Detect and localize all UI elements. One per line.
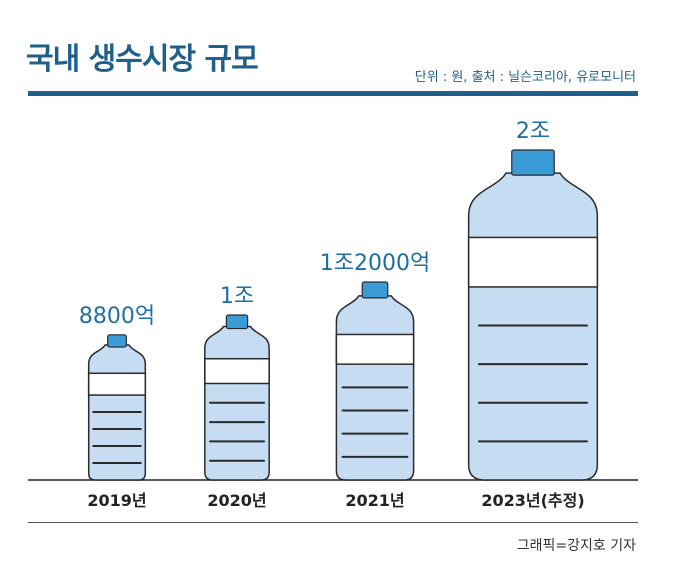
source-note: 단위 : 원, 출처 : 닐슨코리아, 유로모니터 [414, 70, 636, 85]
bottle-1: 1조 2020년 [204, 284, 270, 510]
bottle-0: 8800억 2019년 [79, 304, 155, 510]
category-label: 2023년(추정) [481, 491, 584, 510]
chart-title: 국내 생수시장 규모 [26, 42, 259, 77]
bottle-cap [107, 334, 127, 348]
bottle-cap [361, 281, 389, 299]
bottle-cap [511, 149, 555, 176]
value-label: 1조2000억 [320, 251, 430, 276]
category-label: 2020년 [207, 491, 266, 510]
bottle-2: 1조2000억 2021년 [320, 251, 430, 510]
graphic-credit: 그래픽=강지호 기자 [516, 538, 636, 554]
category-label: 2021년 [345, 491, 404, 510]
bottle-label-band [467, 236, 599, 288]
value-label: 8800억 [79, 304, 155, 329]
bottle-label-band [87, 372, 147, 396]
bottles-group: 8800억 2019년 1조 2020년 1조2000억 2021년 2조 2023년(추정) [79, 119, 599, 510]
category-label: 2019년 [87, 491, 146, 510]
bottle-cap [225, 314, 249, 330]
bottle-label-band [204, 357, 270, 385]
value-label: 1조 [220, 284, 254, 309]
bottle-3: 2조 2023년(추정) [467, 119, 599, 510]
title-underline [28, 91, 638, 96]
bottle-label-band [335, 333, 415, 365]
footer-divider [28, 522, 638, 523]
value-label: 2조 [516, 119, 550, 144]
